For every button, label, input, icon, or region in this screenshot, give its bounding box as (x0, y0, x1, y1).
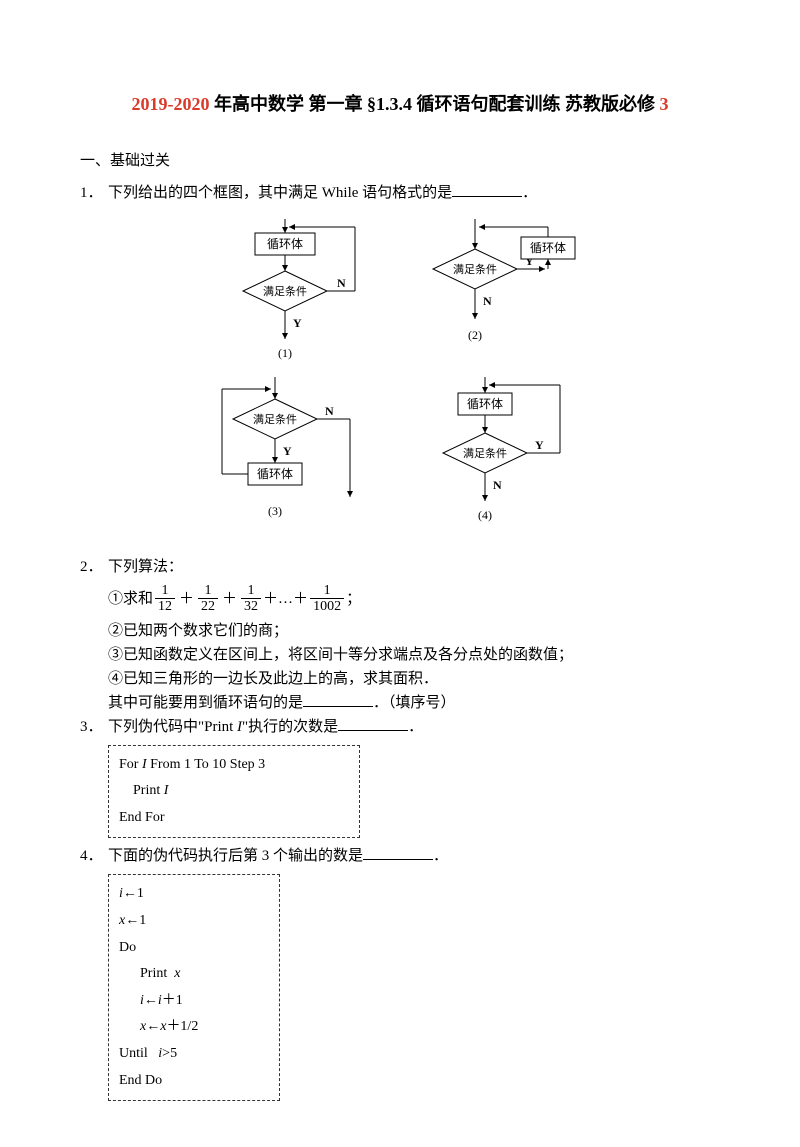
q2-line2: ②已知两个数求它们的商； (80, 619, 720, 643)
page-title: 2019-2020 年高中数学 第一章 §1.3.4 循环语句配套训练 苏教版必… (80, 90, 720, 119)
code-line: x←1 (119, 908, 269, 935)
worksheet-page: 2019-2020 年高中数学 第一章 §1.3.4 循环语句配套训练 苏教版必… (0, 0, 800, 1147)
question-2: 2． 下列算法： (80, 555, 720, 579)
code-line: Print I (119, 778, 349, 805)
q1-body: 下列给出的四个框图，其中满足 While 语句格式的是 ． (108, 181, 720, 205)
svg-text:满足条件: 满足条件 (253, 412, 297, 426)
blank (363, 844, 433, 860)
q1-text-a: 下列给出的四个框图，其中满足 While 语句格式的是 (108, 185, 452, 201)
title-main: 年高中数学 第一章 §1.3.4 循环语句配套训练 苏教版必修 (210, 94, 660, 114)
svg-text:Y: Y (283, 444, 292, 458)
question-3: 3． 下列伪代码中"Print I"执行的次数是． (80, 715, 720, 739)
diagram-label: (1) (278, 346, 292, 360)
q2-prefix: ①求和 (108, 587, 153, 611)
diagram-row-1: 循环体 满足条件 N Y (1) 满足条件 Y (215, 219, 585, 369)
blank (452, 181, 522, 197)
code-line: Print x (119, 961, 269, 988)
flowchart-2: 满足条件 Y 循环体 N (2) (415, 219, 585, 369)
code-line: For I From 1 To 10 Step 3 (119, 752, 349, 779)
q2-line5: 其中可能要用到循环语句的是．（填序号） (80, 691, 720, 715)
svg-text:N: N (337, 276, 346, 290)
code-line: x←x＋1/2 (119, 1014, 269, 1041)
svg-text:循环体: 循环体 (530, 241, 566, 255)
q2-line1: ①求和 112 ＋ 122 ＋ 132 ＋…＋ 11002 ； (80, 583, 720, 615)
svg-text:(3): (3) (268, 504, 282, 518)
q4-code: i←1 x←1 Do Print x i←i＋1 x←x＋1/2 Until i… (108, 874, 280, 1101)
svg-text:N: N (493, 478, 502, 492)
title-year: 2019-2020 (132, 94, 210, 114)
svg-text:Y: Y (535, 438, 544, 452)
q2-line3: ③已知函数定义在区间上，将区间十等分求端点及各分点处的函数值； (80, 643, 720, 667)
flowchart-1: 循环体 满足条件 N Y (1) (215, 219, 375, 369)
svg-text:Y: Y (293, 316, 302, 330)
title-suffix: 3 (660, 94, 669, 114)
flowchart-3: 满足条件 Y 循环体 N (3) (210, 377, 380, 537)
svg-text:(2): (2) (468, 328, 482, 342)
svg-text:满足条件: 满足条件 (453, 262, 497, 276)
code-line: Do (119, 935, 269, 962)
svg-text:(4): (4) (478, 508, 492, 522)
loop-body-label: 循环体 (267, 237, 303, 251)
flowchart-4: 循环体 满足条件 Y N (4) (420, 377, 590, 537)
code-line: End For (119, 805, 349, 832)
code-line: i←1 (119, 881, 269, 908)
code-line: Until i>5 (119, 1041, 269, 1068)
diagram-row-2: 满足条件 Y 循环体 N (3) 循环体 满足 (210, 377, 590, 537)
q2-number: 2． (80, 555, 108, 579)
q2-text: 下列算法： (108, 555, 720, 579)
q3-body: 下列伪代码中"Print I"执行的次数是． (108, 715, 720, 739)
blank (338, 715, 408, 731)
q3-code: For I From 1 To 10 Step 3 Print I End Fo… (108, 745, 360, 839)
code-line: End Do (119, 1068, 269, 1095)
q3-number: 3． (80, 715, 108, 739)
q1-text-b: ． (522, 185, 537, 201)
fraction: 112 (155, 583, 175, 615)
svg-text:循环体: 循环体 (257, 467, 293, 481)
q4-number: 4． (80, 844, 108, 868)
flowchart-diagrams: 循环体 满足条件 N Y (1) 满足条件 Y (80, 215, 720, 541)
q4-body: 下面的伪代码执行后第 3 个输出的数是． (108, 844, 720, 868)
blank (303, 691, 373, 707)
cond-label: 满足条件 (263, 284, 307, 298)
code-line: i←i＋1 (119, 988, 269, 1015)
svg-text:循环体: 循环体 (467, 397, 503, 411)
svg-text:N: N (325, 404, 334, 418)
svg-text:N: N (483, 294, 492, 308)
q1-number: 1． (80, 181, 108, 205)
question-4: 4． 下面的伪代码执行后第 3 个输出的数是． (80, 844, 720, 868)
svg-text:满足条件: 满足条件 (463, 446, 507, 460)
section-heading: 一、基础过关 (80, 149, 720, 173)
q2-line4: ④已知三角形的一边长及此边上的高，求其面积． (80, 667, 720, 691)
question-1: 1． 下列给出的四个框图，其中满足 While 语句格式的是 ． (80, 181, 720, 205)
